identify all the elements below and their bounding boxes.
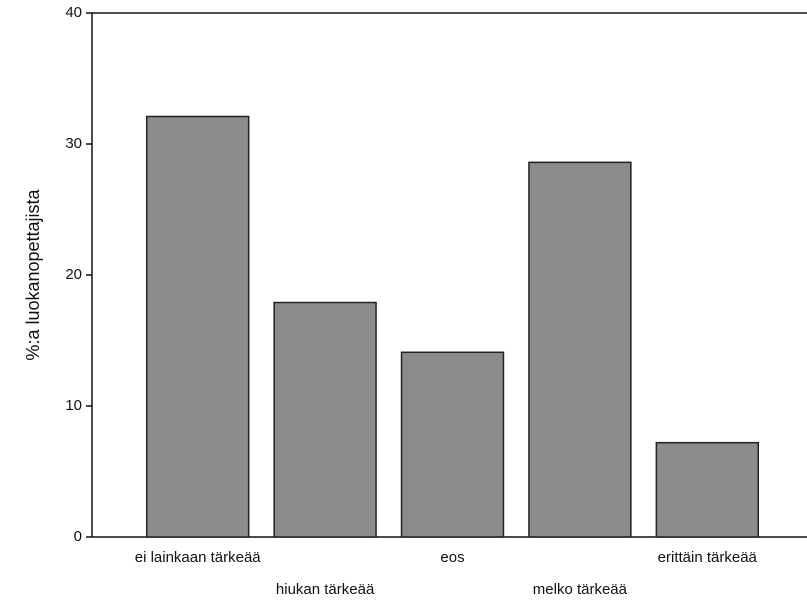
x-tick-label: erittäin tärkeää	[658, 549, 758, 566]
x-tick-label: hiukan tärkeää	[276, 581, 375, 598]
bar	[145, 115, 250, 538]
x-tick-label: melko tärkeää	[533, 581, 628, 598]
bar	[273, 301, 377, 538]
y-tick-label: 30	[65, 135, 82, 152]
y-tick-label: 20	[65, 266, 82, 283]
bar	[400, 351, 505, 538]
bar	[528, 161, 632, 538]
x-tick-label: eos	[440, 549, 464, 566]
y-tick-label: 0	[74, 528, 82, 545]
x-tick-label: ei lainkaan tärkeää	[135, 549, 262, 566]
y-axis-label: %:a luokanopettajista	[23, 188, 43, 360]
y-tick-label: 40	[65, 4, 82, 21]
bar	[655, 441, 760, 538]
y-tick-label: 10	[65, 397, 82, 414]
